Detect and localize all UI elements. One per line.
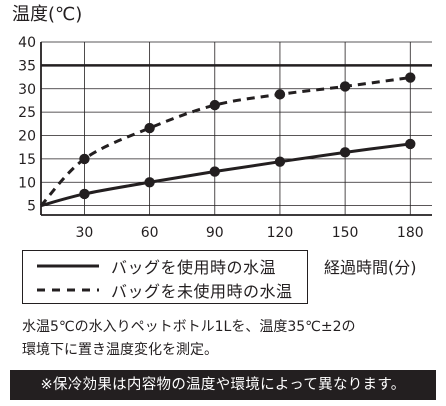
legend-swatch-solid (37, 258, 103, 274)
x-tick-label-90: 90 (206, 225, 224, 241)
data-point-0-30 (79, 188, 90, 200)
measurement-note: 水温5℃の水入りペットボトル1Lを、温度35℃±2の 環境下に置き温度変化を測定… (22, 316, 356, 362)
chart-canvas: 5 10 15 20 25 30 35 40 30 60 90 120 150 180 (18, 35, 432, 241)
x-tick-label-120: 120 (267, 225, 294, 241)
legend-label-without-bag: バッグを未使用時の水温 (111, 282, 293, 301)
legend-item-without-bag: バッグを未使用時の水温 (23, 277, 293, 303)
data-point-0-60 (144, 177, 155, 188)
y-tick-label-10: 10 (18, 175, 36, 191)
x-tick-label-60: 60 (141, 225, 159, 241)
series-line-0 (40, 142, 411, 208)
y-tick-label-40: 40 (18, 35, 36, 51)
axes (40, 42, 432, 216)
data-point-0-120 (274, 156, 286, 167)
series-lines (39, 76, 411, 208)
series-line-1 (39, 76, 411, 207)
series-markers (79, 72, 416, 200)
x-tick-label-30: 30 (76, 225, 94, 241)
note-line-2: 環境下に置き温度変化を測定。 (22, 342, 218, 358)
y-tick-label-15: 15 (18, 152, 36, 168)
data-point-0-150 (339, 147, 351, 158)
data-point-1-150 (339, 81, 351, 92)
data-point-1-180 (405, 72, 416, 83)
data-point-1-90 (209, 99, 220, 111)
y-tick-label-20: 20 (18, 129, 36, 145)
x-axis-label: 経過時間(分) (324, 258, 417, 277)
data-point-1-120 (274, 89, 286, 100)
y-tick-label-5: 5 (27, 199, 36, 215)
legend: バッグを使用時の水温 バッグを未使用時の水温 (22, 250, 308, 304)
data-point-0-180 (405, 138, 416, 150)
y-tick-label-35: 35 (18, 58, 36, 74)
data-point-0-90 (209, 166, 220, 177)
tick-labels: 5 10 15 20 25 30 35 40 30 60 90 120 150 180 (18, 35, 423, 241)
y-tick-label-30: 30 (18, 82, 36, 98)
legend-item-with-bag: バッグを使用時の水温 (23, 253, 276, 279)
y-tick-label-25: 25 (18, 105, 36, 121)
disclaimer-banner: ※保冷効果は内容物の温度や環境によって異なります。 (10, 370, 436, 400)
grid-lines (41, 41, 432, 215)
legend-label-with-bag: バッグを使用時の水温 (111, 258, 277, 277)
data-point-1-30 (79, 153, 90, 165)
y-axis-label: 温度(℃) (12, 4, 83, 25)
note-line-1: 水温5℃の水入りペットボトル1Lを、温度35℃±2の (22, 319, 356, 335)
legend-swatch-dashed (37, 282, 103, 298)
x-tick-label-180: 180 (397, 225, 424, 241)
data-point-1-60 (144, 122, 155, 134)
x-tick-label-150: 150 (332, 225, 359, 241)
